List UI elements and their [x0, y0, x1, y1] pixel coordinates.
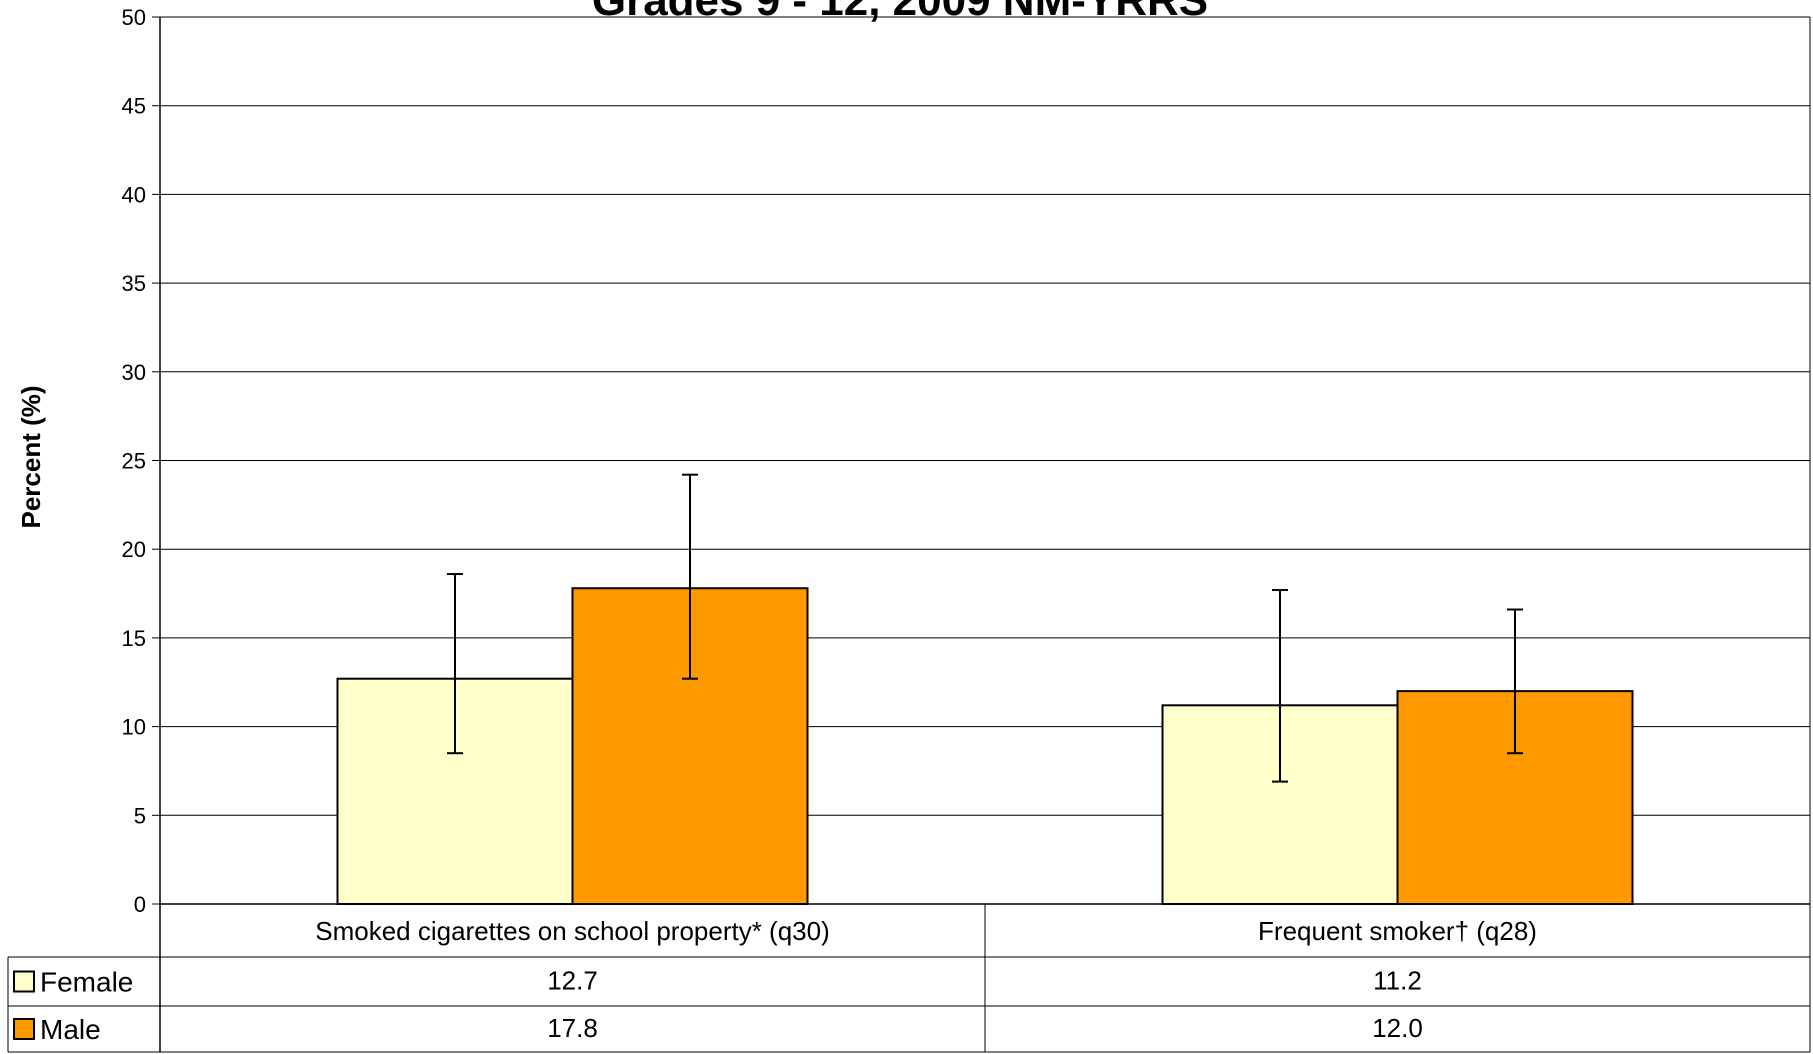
y-tick-label: 35 [122, 271, 146, 296]
chart-title: Grades 9 - 12, 2009 NM-YRRS [592, 0, 1208, 25]
legend-label-female: Female [40, 967, 133, 998]
data-value-label: 17.8 [547, 1013, 598, 1043]
bars [336, 587, 1634, 906]
y-tick-label: 15 [122, 626, 146, 651]
category-label: Frequent smoker† (q28) [1258, 916, 1537, 946]
y-axis-ticks: 0 5 10 15 20 25 30 35 40 45 50 [122, 5, 160, 917]
y-tick-label: 45 [122, 94, 146, 119]
data-value-label: 11.2 [1373, 966, 1422, 996]
data-value-label: 12.0 [1372, 1013, 1423, 1043]
category-label: Smoked cigarettes on school property* (q… [315, 916, 830, 946]
y-tick-label: 40 [122, 182, 146, 207]
error-bars [447, 473, 1523, 783]
data-table: Smoked cigarettes on school property* (q… [7, 904, 1810, 1053]
y-tick-label: 5 [134, 803, 146, 828]
legend-swatch-female [13, 970, 35, 993]
y-tick-label: 10 [122, 715, 146, 740]
data-value-label: 12.7 [547, 966, 598, 996]
y-tick-label: 0 [134, 892, 146, 917]
legend-label-male: Male [40, 1014, 101, 1045]
y-tick-label: 20 [122, 537, 146, 562]
y-tick-label: 30 [122, 360, 146, 385]
y-axis-label: Percent (%) [16, 385, 46, 528]
y-tick-label: 25 [122, 449, 146, 474]
y-tick-label: 50 [122, 5, 146, 30]
legend-swatch-male [13, 1018, 35, 1040]
